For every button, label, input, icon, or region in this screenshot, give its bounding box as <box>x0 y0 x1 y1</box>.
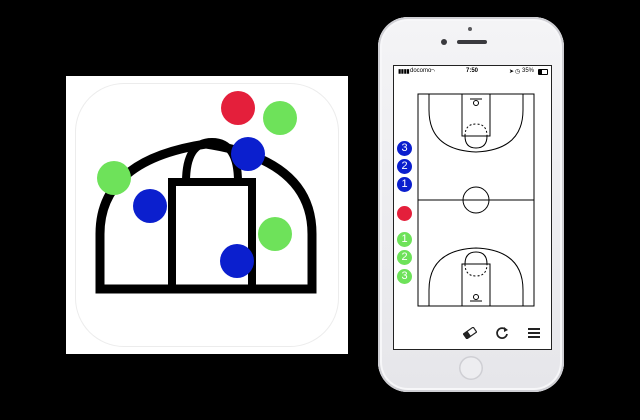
green-player-2[interactable]: 2 <box>397 250 412 265</box>
red-player-token <box>221 91 255 125</box>
blue-player-token <box>220 244 254 278</box>
top-free-throw-arc-dashed <box>464 123 488 137</box>
signal-icon: ▮▮▮▮ <box>398 69 410 75</box>
refresh-icon <box>496 327 508 339</box>
reset-button[interactable] <box>494 326 510 342</box>
top-hoop <box>473 100 479 106</box>
iphone-frame: ▮▮▮▮ docomo ◠ 7:50 ➤ ◷ 35% <box>378 17 564 392</box>
blue-player-1[interactable]: 1 <box>397 177 412 192</box>
app-icon <box>76 84 338 346</box>
bottom-hoop <box>473 294 479 300</box>
carrier-label: docomo <box>410 68 432 74</box>
battery-label: 35% <box>522 68 535 74</box>
top-three-point-line <box>428 94 524 153</box>
blue-player-2[interactable]: 2 <box>397 159 412 174</box>
green-player-token <box>258 217 292 251</box>
green-player-1[interactable]: 1 <box>397 232 412 247</box>
location-icon: ➤ <box>509 69 515 75</box>
earpiece-speaker <box>457 40 487 44</box>
time-label: 7:50 <box>466 68 479 74</box>
menu-button[interactable] <box>526 326 542 342</box>
front-camera <box>441 39 447 45</box>
eraser-button[interactable] <box>462 326 478 342</box>
bottom-free-throw-arc <box>464 251 488 265</box>
bottom-free-throw-arc-dashed <box>464 263 488 277</box>
home-button[interactable] <box>459 356 483 380</box>
ball-token[interactable] <box>397 206 412 221</box>
blue-player-3[interactable]: 3 <box>397 141 412 156</box>
menu-icon <box>528 328 540 338</box>
bottom-paint <box>461 263 491 307</box>
green-player-token <box>263 101 297 135</box>
battery-icon <box>538 69 548 75</box>
proximity-sensor <box>468 27 472 31</box>
center-circle <box>462 186 490 214</box>
green-player-token <box>97 161 131 195</box>
basketball-court[interactable] <box>394 66 551 349</box>
phone-screen: ▮▮▮▮ docomo ◠ 7:50 ➤ ◷ 35% <box>393 65 552 350</box>
blue-player-token <box>231 137 265 171</box>
wifi-icon: ◠ <box>430 69 436 75</box>
top-free-throw-arc <box>464 135 488 149</box>
app-icon-panel <box>66 76 348 354</box>
bottom-three-point-line <box>428 247 524 306</box>
eraser-icon <box>462 326 478 340</box>
paint-area <box>168 178 256 293</box>
app-icon-graphic <box>95 91 317 294</box>
status-bar: ▮▮▮▮ docomo ◠ 7:50 ➤ ◷ 35% <box>394 66 551 78</box>
alarm-icon: ◷ <box>515 69 521 75</box>
three-point-line <box>95 139 317 294</box>
blue-player-token <box>133 189 167 223</box>
green-player-3[interactable]: 3 <box>397 269 412 284</box>
top-paint <box>461 93 491 137</box>
